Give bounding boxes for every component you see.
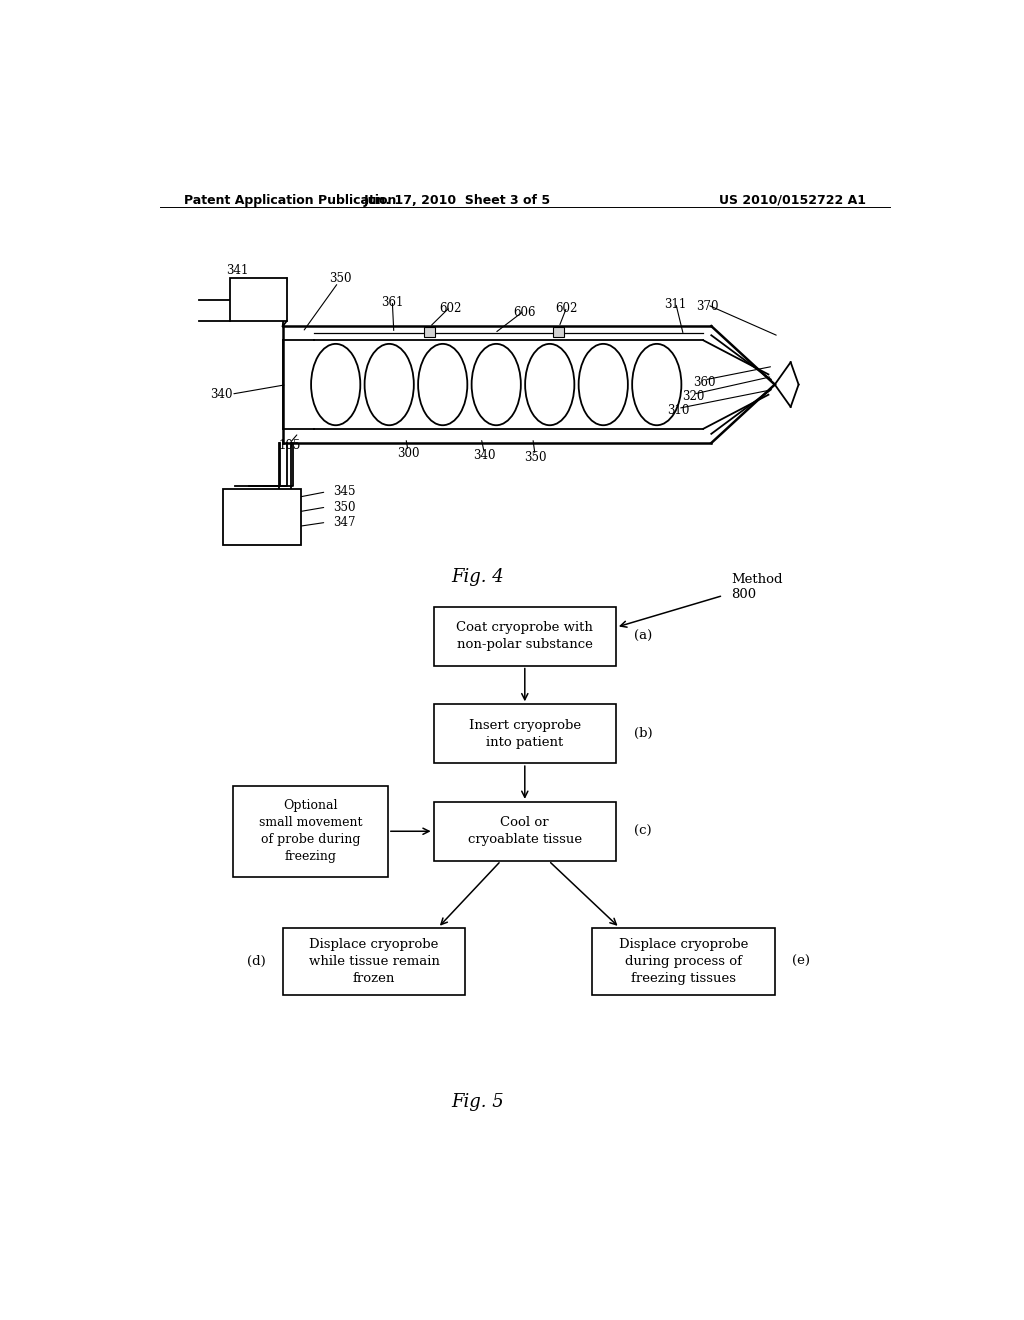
Text: 602: 602 <box>556 302 579 315</box>
Ellipse shape <box>525 345 574 425</box>
Text: 602: 602 <box>439 302 462 315</box>
Text: 310: 310 <box>667 404 689 417</box>
Bar <box>229 279 287 321</box>
Bar <box>433 801 616 861</box>
Text: Patent Application Publication: Patent Application Publication <box>183 194 396 207</box>
Text: 340: 340 <box>210 388 232 401</box>
Text: Fig. 5: Fig. 5 <box>451 1093 504 1110</box>
Text: (e): (e) <box>793 954 810 968</box>
Ellipse shape <box>632 345 681 425</box>
Text: 340: 340 <box>473 449 496 462</box>
Bar <box>433 704 616 763</box>
Text: (b): (b) <box>634 727 652 741</box>
Text: (c): (c) <box>634 825 651 838</box>
Ellipse shape <box>311 345 360 425</box>
Text: 105: 105 <box>279 438 301 451</box>
Text: 341: 341 <box>226 264 249 277</box>
Ellipse shape <box>365 345 414 425</box>
Text: 350: 350 <box>334 500 356 513</box>
Bar <box>424 327 435 338</box>
Ellipse shape <box>472 345 521 425</box>
Text: Method
800: Method 800 <box>731 573 782 602</box>
Text: (a): (a) <box>634 630 651 643</box>
Ellipse shape <box>418 345 467 425</box>
Text: 361: 361 <box>381 296 403 309</box>
Text: Displace cryoprobe
while tissue remain
frozen: Displace cryoprobe while tissue remain f… <box>308 937 439 985</box>
Text: 320: 320 <box>682 389 705 403</box>
Bar <box>283 928 465 995</box>
Text: 300: 300 <box>397 446 420 459</box>
Text: Cool or
cryoablate tissue: Cool or cryoablate tissue <box>468 816 582 846</box>
Text: 311: 311 <box>665 298 687 312</box>
Bar <box>223 488 301 545</box>
Text: Coat cryoprobe with
non-polar substance: Coat cryoprobe with non-polar substance <box>457 622 593 651</box>
Bar <box>592 928 775 995</box>
Bar <box>233 785 388 876</box>
Text: Optional
small movement
of probe during
freezing: Optional small movement of probe during … <box>259 799 362 863</box>
Text: Fig. 4: Fig. 4 <box>451 568 504 586</box>
Ellipse shape <box>579 345 628 425</box>
Text: Displace cryoprobe
during process of
freezing tissues: Displace cryoprobe during process of fre… <box>618 937 749 985</box>
Text: 350: 350 <box>524 450 547 463</box>
Bar <box>433 607 616 665</box>
Text: 347: 347 <box>334 516 356 529</box>
Text: US 2010/0152722 A1: US 2010/0152722 A1 <box>719 194 866 207</box>
Text: Insert cryoprobe
into patient: Insert cryoprobe into patient <box>469 718 581 748</box>
Text: 345: 345 <box>334 486 356 498</box>
Text: Jun. 17, 2010  Sheet 3 of 5: Jun. 17, 2010 Sheet 3 of 5 <box>364 194 551 207</box>
Text: (d): (d) <box>247 954 265 968</box>
Text: 606: 606 <box>513 306 536 319</box>
Text: 350: 350 <box>330 272 352 285</box>
Text: 360: 360 <box>693 375 716 388</box>
Bar <box>553 327 564 338</box>
Text: 370: 370 <box>696 300 719 313</box>
